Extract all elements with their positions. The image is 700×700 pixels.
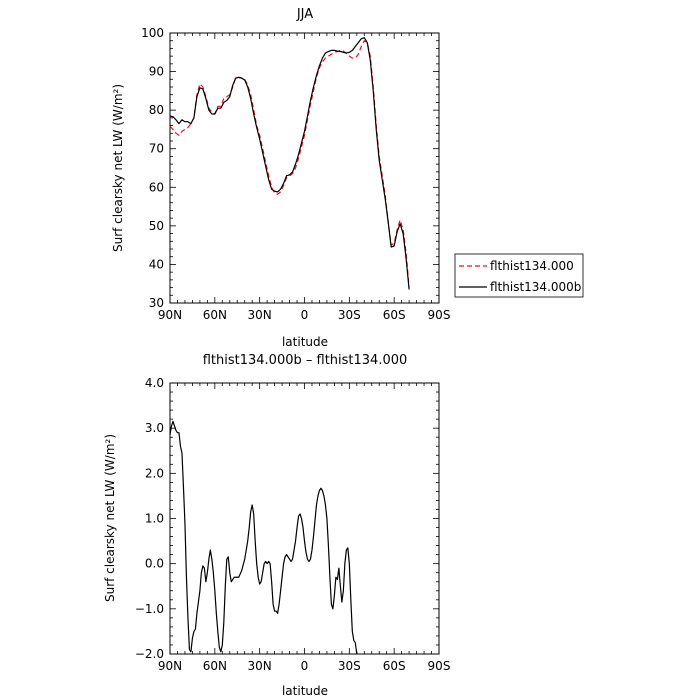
legend-label-flthist134-000: flthist134.000 [490,259,574,273]
top-y-axis-label: Surf clearsky net LW (W/m²) [111,84,125,252]
top-series-line-flthist134-000 [169,40,410,288]
bottom-y-tick-label: 1.0 [145,512,164,526]
top-series-line-flthist134-000b [169,37,410,290]
top-y-tick-label: 60 [149,180,164,194]
top-plot-frame [169,32,440,304]
top-y-tick-label: 40 [149,257,164,271]
top-x-tick-label: 60N [203,308,227,322]
top-y-tick-label: 90 [149,65,164,79]
top-x-axis-label: latitude [282,335,328,349]
bottom-y-tick-label: 0.0 [145,557,164,571]
bottom-y-tick-label: −2.0 [135,647,164,661]
legend-label-flthist134-000b: flthist134.000b [490,280,581,294]
top-x-tick-label: 30N [248,308,272,322]
bottom-panel-title: flthist134.000b – flthist134.000 [203,353,408,368]
top-y-tick-label: 70 [149,142,164,156]
top-panel-title: JJA [296,7,313,22]
top-panel: JJA 90N 60N 30N 0 30S 60S 90S 30 40 50 60 70 80 90 10… [111,7,450,349]
bottom-x-ticks: 90N 60N 30N 0 30S 60S 90S [158,383,451,673]
bottom-x-tick-label: 60N [203,659,227,673]
bottom-series-lines [169,420,358,655]
top-x-tick-label: 30S [338,308,361,322]
bottom-x-tick-label: 30S [338,659,361,673]
bottom-plot-frame [169,382,440,655]
top-y-tick-label: 80 [149,103,164,117]
bottom-x-tick-label: 30N [248,659,272,673]
bottom-x-tick-label: 0 [301,659,309,673]
top-x-tick-label: 0 [301,308,309,322]
top-x-ticks: 90N 60N 30N 0 30S 60S 90S [158,33,451,322]
top-y-ticks: 30 40 50 60 70 80 90 100 [141,26,439,310]
bottom-y-axis-label: Surf clearsky net LW (W/m²) [103,434,117,602]
bottom-y-tick-label: 2.0 [145,466,164,480]
bottom-x-tick-label: 60S [383,659,406,673]
legend-box [454,253,584,298]
bottom-x-axis-label: latitude [282,684,328,698]
top-y-tick-label: 50 [149,219,164,233]
top-y-tick-label: 100 [141,26,164,40]
bottom-x-tick-label: 90S [428,659,451,673]
top-x-tick-label: 90N [158,308,182,322]
top-y-tick-label: 30 [149,296,164,310]
bottom-y-tick-label: −1.0 [135,602,164,616]
bottom-x-tick-label: 90N [158,659,182,673]
bottom-series-line-0 [169,420,358,655]
top-x-tick-label: 90S [428,308,451,322]
legend: flthist134.000 flthist134.000b [454,253,584,298]
bottom-y-tick-label: 3.0 [145,421,164,435]
top-x-tick-label: 60S [383,308,406,322]
bottom-y-tick-label: 4.0 [145,376,164,390]
bottom-y-ticks: −2.0 −1.0 0.0 1.0 2.0 3.0 4.0 [135,376,439,661]
bottom-panel: flthist134.000b – flthist134.000 90N 60N 3… [103,353,450,698]
top-series-lines [169,37,410,290]
